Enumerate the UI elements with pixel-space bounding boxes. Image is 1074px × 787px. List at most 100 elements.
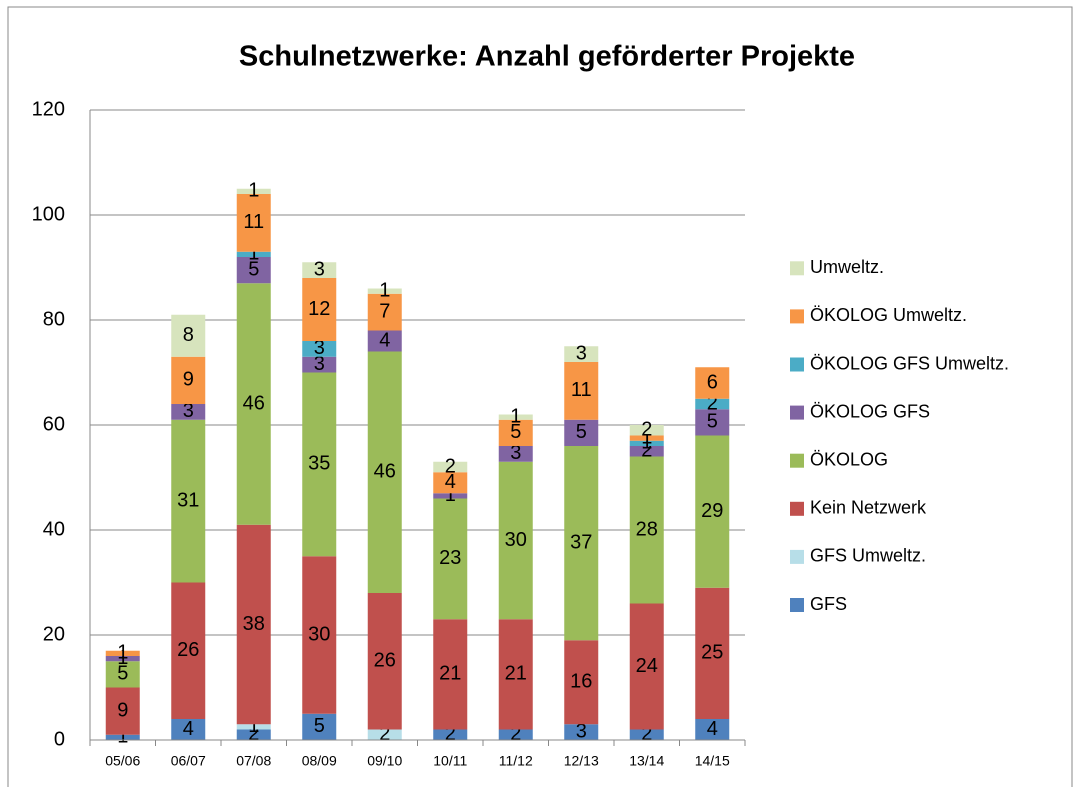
value-label: 26 bbox=[374, 650, 396, 672]
bar-segment bbox=[629, 603, 664, 730]
value-label: 37 bbox=[570, 531, 592, 553]
bar-segment bbox=[433, 498, 468, 620]
legend-label: ÖKOLOG bbox=[810, 449, 888, 469]
legend-label: ÖKOLOG GFS bbox=[810, 401, 930, 421]
value-label: 3 bbox=[183, 400, 194, 422]
bar-segment bbox=[302, 262, 337, 278]
bar-segment bbox=[236, 724, 271, 730]
value-label: 3 bbox=[314, 258, 325, 280]
value-label: 30 bbox=[308, 623, 330, 645]
bar-segment bbox=[367, 288, 402, 294]
value-label: 16 bbox=[570, 671, 592, 693]
value-label: 2 bbox=[707, 392, 718, 414]
bar-segment bbox=[498, 619, 533, 730]
x-tick-label: 11/12 bbox=[499, 753, 533, 769]
value-label: 5 bbox=[707, 411, 718, 433]
y-tick-label: 80 bbox=[43, 308, 65, 330]
bar-segment bbox=[105, 650, 140, 656]
value-label: 5 bbox=[510, 421, 521, 443]
bar-segment bbox=[433, 493, 468, 499]
bar-segment bbox=[236, 283, 271, 525]
value-label: 46 bbox=[374, 461, 396, 483]
bar-segment bbox=[302, 372, 337, 557]
value-label: 4 bbox=[379, 329, 390, 351]
legend-swatch bbox=[790, 549, 804, 564]
bar-segment bbox=[498, 461, 533, 620]
value-label: 2 bbox=[445, 455, 456, 477]
value-label: 2 bbox=[248, 723, 259, 745]
bar-segment bbox=[629, 446, 664, 457]
legend-swatch bbox=[790, 357, 804, 372]
value-label: 1 bbox=[117, 647, 128, 669]
legend-swatch bbox=[790, 405, 804, 420]
bar-segment bbox=[629, 425, 664, 436]
value-label: 5 bbox=[117, 663, 128, 685]
bar-segment bbox=[695, 719, 730, 740]
value-label: 2 bbox=[641, 419, 652, 441]
value-label: 9 bbox=[117, 699, 128, 721]
value-label: 1 bbox=[445, 484, 456, 506]
y-tick-label: 40 bbox=[43, 518, 65, 540]
value-label: 1 bbox=[117, 726, 128, 748]
bar-segment bbox=[629, 729, 664, 740]
bar-segment bbox=[171, 419, 206, 583]
bar-segment bbox=[236, 194, 271, 252]
value-label: 1 bbox=[641, 426, 652, 448]
bar-segment bbox=[564, 419, 599, 446]
y-tick-label: 20 bbox=[43, 623, 65, 645]
value-label: 7 bbox=[379, 300, 390, 322]
value-label: 3 bbox=[314, 353, 325, 375]
bar-segment bbox=[498, 729, 533, 740]
bar-segment bbox=[367, 593, 402, 730]
bar-segment bbox=[302, 556, 337, 714]
bar-segment bbox=[564, 362, 599, 420]
bar-segment bbox=[629, 435, 664, 441]
y-tick-label: 120 bbox=[32, 98, 65, 120]
value-label: 6 bbox=[707, 371, 718, 393]
x-tick-label: 06/07 bbox=[171, 753, 206, 769]
bar-segment bbox=[367, 729, 402, 740]
bar-segment bbox=[433, 619, 468, 730]
bar-segment bbox=[564, 724, 599, 740]
value-label: 23 bbox=[439, 547, 461, 569]
bar-segment bbox=[629, 456, 664, 604]
bar-segment bbox=[695, 435, 730, 588]
value-label: 1 bbox=[248, 715, 259, 737]
bar-segment bbox=[367, 351, 402, 593]
bar-segment bbox=[629, 440, 664, 446]
bar-segment bbox=[695, 587, 730, 719]
value-label: 3 bbox=[576, 342, 587, 364]
value-label: 2 bbox=[510, 723, 521, 745]
legend-swatch bbox=[790, 309, 804, 324]
bar-segment bbox=[433, 729, 468, 740]
value-label: 29 bbox=[701, 500, 723, 522]
x-tick-label: 09/10 bbox=[367, 753, 402, 769]
bar-segment bbox=[564, 446, 599, 641]
x-tick-label: 07/08 bbox=[236, 753, 271, 769]
value-label: 5 bbox=[576, 421, 587, 443]
bar-segment bbox=[367, 293, 402, 331]
value-label: 4 bbox=[707, 718, 718, 740]
value-label: 1 bbox=[510, 405, 521, 427]
value-label: 1 bbox=[117, 642, 128, 664]
value-label: 3 bbox=[576, 720, 587, 742]
value-label: 5 bbox=[248, 258, 259, 280]
value-label: 11 bbox=[571, 379, 592, 401]
legend-label: Kein Netzwerk bbox=[810, 498, 927, 518]
legend-swatch bbox=[790, 261, 804, 276]
x-tick-label: 08/09 bbox=[302, 753, 337, 769]
value-label: 3 bbox=[314, 337, 325, 359]
legend-label: ÖKOLOG Umweltz. bbox=[810, 305, 967, 325]
bar-segment bbox=[236, 729, 271, 740]
value-label: 8 bbox=[183, 324, 194, 346]
bar-segment bbox=[564, 640, 599, 725]
bar-segment bbox=[302, 278, 337, 341]
bar-segment bbox=[171, 314, 206, 357]
value-label: 26 bbox=[177, 639, 199, 661]
y-tick-label: 0 bbox=[54, 728, 65, 750]
x-tick-label: 13/14 bbox=[629, 753, 664, 769]
bar-segment bbox=[171, 404, 206, 420]
bar-segment bbox=[695, 398, 730, 410]
value-label: 38 bbox=[243, 613, 265, 635]
